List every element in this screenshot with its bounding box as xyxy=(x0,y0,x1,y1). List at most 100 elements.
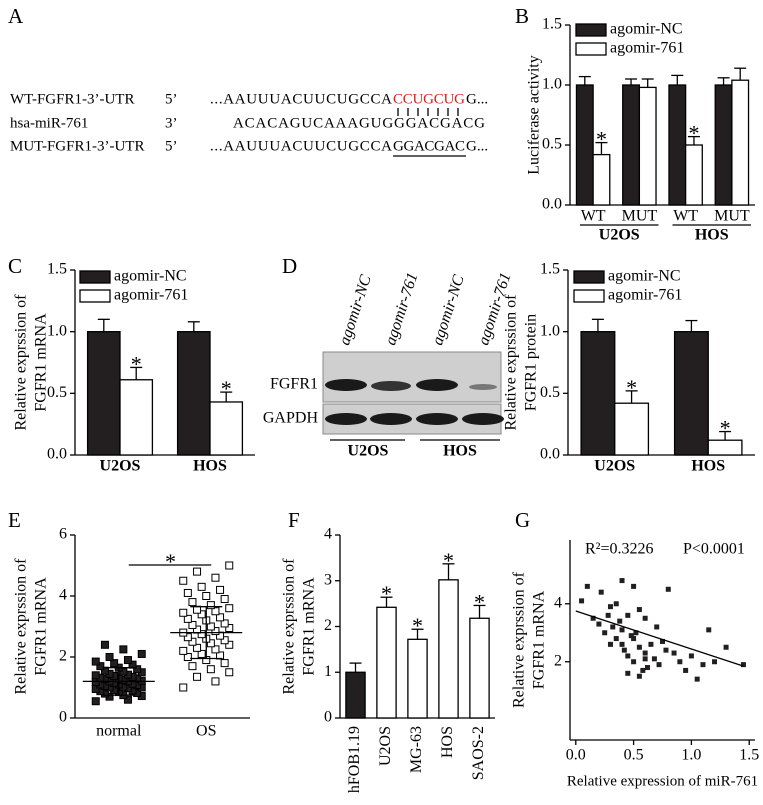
bar xyxy=(714,84,733,206)
y-tick-label: 3 xyxy=(324,571,332,588)
point xyxy=(220,595,229,604)
band xyxy=(462,413,504,425)
pairing-lines xyxy=(397,108,459,116)
point xyxy=(197,649,206,658)
row-name: WT-FGFR1-3’-UTR xyxy=(10,91,134,107)
point xyxy=(211,607,220,616)
point xyxy=(607,604,613,610)
point xyxy=(642,650,648,656)
bar xyxy=(119,379,154,456)
y-tick-label: 1.0 xyxy=(540,322,560,339)
x-tick-label: 0.0 xyxy=(566,747,586,764)
point xyxy=(225,604,234,613)
sequence: ACACAGUCAAAGUGGGACGACG xyxy=(233,115,485,131)
x-axis-label: Relative expression of miR-761 xyxy=(567,773,758,789)
legend-label: agomir-NC xyxy=(114,268,187,285)
x-tick-label: U2OS xyxy=(594,458,635,475)
point xyxy=(607,641,613,647)
point xyxy=(183,633,192,642)
y-axis-label: FGFR1 mRNA xyxy=(33,577,50,676)
point xyxy=(619,578,625,584)
significance-mark: * xyxy=(474,589,485,614)
y-tick-label: 1.0 xyxy=(542,76,562,93)
x-tick-label: U2OS xyxy=(100,458,141,475)
point xyxy=(110,659,119,668)
band xyxy=(416,379,458,391)
y-tick-label: 0.0 xyxy=(47,446,67,463)
bar xyxy=(209,401,244,456)
legend-swatch xyxy=(573,270,605,284)
point xyxy=(636,607,642,613)
bar xyxy=(614,402,650,456)
point xyxy=(590,615,596,621)
point xyxy=(179,576,188,585)
point xyxy=(225,640,234,649)
point xyxy=(179,683,188,692)
y-axis-label: FGFR1 mRNA xyxy=(531,590,548,689)
group-label: HOS xyxy=(695,227,729,244)
point xyxy=(211,677,220,686)
x-tick-label: HOS xyxy=(193,458,227,475)
point xyxy=(642,656,648,662)
y-tick-label: 0.5 xyxy=(542,136,562,153)
mutated-site: GGACGAC xyxy=(393,138,465,154)
sequence-tail: G... xyxy=(466,138,488,154)
point xyxy=(188,637,197,646)
bar xyxy=(407,638,428,719)
point xyxy=(96,662,105,671)
point xyxy=(663,647,669,653)
binding-site: CCUGCUG xyxy=(393,91,465,107)
bar xyxy=(438,579,459,719)
y-tick-label: 2 xyxy=(59,648,67,665)
point xyxy=(671,650,677,656)
panel-label: G xyxy=(515,508,530,532)
point xyxy=(683,667,689,673)
point xyxy=(225,624,234,633)
point xyxy=(211,645,220,654)
legend-swatch xyxy=(575,23,607,37)
x-tick-label: MUT xyxy=(714,208,750,225)
point xyxy=(619,627,625,633)
point xyxy=(625,653,631,659)
y-axis-label: FGFR1 protein xyxy=(523,314,540,411)
bar xyxy=(707,439,743,456)
point xyxy=(617,618,623,624)
x-tick-label: HOS xyxy=(691,458,725,475)
significance-mark: * xyxy=(688,121,699,146)
lane-label: agomir-NC xyxy=(336,273,375,348)
point xyxy=(596,621,602,627)
significance-mark: * xyxy=(165,549,176,574)
point xyxy=(579,598,585,604)
bar xyxy=(731,79,750,206)
point xyxy=(183,614,192,623)
y-tick-label: 1.0 xyxy=(47,322,67,339)
point xyxy=(179,608,188,617)
significance-mark: * xyxy=(412,613,423,638)
point xyxy=(619,641,625,647)
bar xyxy=(176,331,211,456)
panel-label: E xyxy=(8,508,21,532)
panel-label: C xyxy=(8,254,22,278)
x-tick-label: HOS xyxy=(439,726,456,758)
band xyxy=(469,384,497,390)
y-axis-label: FGFR1 mRNA xyxy=(33,313,50,412)
row-label: GAPDH xyxy=(263,410,319,427)
point xyxy=(598,589,604,595)
point xyxy=(193,643,202,652)
point xyxy=(706,627,712,633)
annotation: P<0.0001 xyxy=(683,541,745,558)
y-tick-label: 4 xyxy=(59,587,67,604)
panel-label: D xyxy=(282,254,297,278)
bar xyxy=(345,671,366,719)
point xyxy=(584,583,590,589)
point xyxy=(220,636,229,645)
y-tick-label: 4 xyxy=(554,594,562,611)
point xyxy=(206,665,215,674)
legend-swatch xyxy=(575,42,607,56)
x-tick-label: SAOS-2 xyxy=(470,726,487,780)
x-tick-label: WT xyxy=(581,208,606,225)
group-label: HOS xyxy=(443,443,477,460)
point xyxy=(133,665,142,674)
bar xyxy=(638,86,657,206)
point xyxy=(123,695,132,704)
